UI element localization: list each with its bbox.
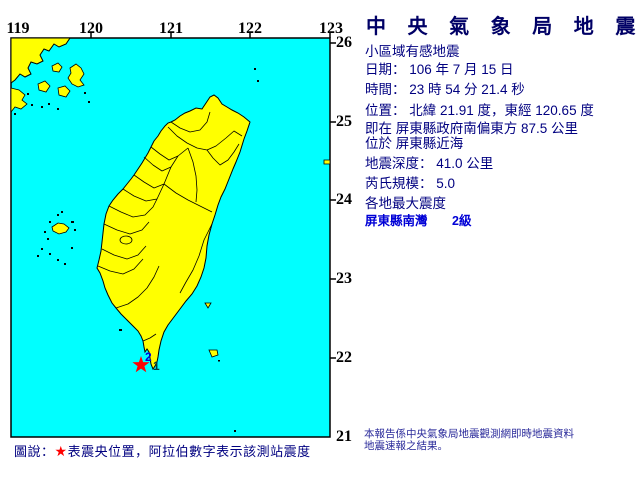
lon-label-122: 122 [238,20,262,37]
footnote-line-2: 地震速報之結果。 [364,439,448,452]
station-intensity-mark-2: 2 [145,350,152,364]
axis-ticks [90,33,336,359]
map-legend: 圖說：★表震央位置，阿拉伯數字表示該測站震度 [14,443,311,460]
max-intensity-header: 各地最大震度 [365,196,446,211]
report-title: 中 央 氣 象 局 地 震 報 告 [366,16,640,38]
station-intensity: 2級 [452,214,472,228]
footnote-line-1: 本報告係中央氣象局地震觀測網即時地震資料 [364,428,574,440]
report-location-area: 位於 屏東縣近海 [365,136,464,151]
lat-label-22: 22 [336,349,352,366]
station-intensity-mark-1: 1 [153,359,160,373]
report-magnitude: 芮氏規模： 5.0 [365,176,456,191]
report-date: 日期： 106 年 7 月 15 日 [365,62,514,77]
report-depth: 地震深度： 41.0 公里 [365,156,494,171]
offshore-islets [119,68,331,432]
penghu-islands [37,211,76,265]
report-location-relative: 即在 屏東縣政府南偏東方 87.5 公里 [365,121,579,136]
china-coast [10,37,90,115]
taiwan-region-map [10,33,336,438]
lon-label-120: 120 [79,20,103,37]
lat-label-21: 21 [336,428,352,445]
lat-label-26: 26 [336,34,352,51]
station-intensity-row: 屏東縣南灣 2級 [358,214,640,228]
legend-prefix: 圖說： [14,444,55,459]
legend-text: 表震央位置，阿拉伯數字表示該測站震度 [67,444,311,459]
station-name: 屏東縣南灣 [365,214,428,228]
taiwan-island [96,94,251,371]
lon-label-121: 121 [159,20,183,37]
lat-label-23: 23 [336,270,352,287]
lon-label-119: 119 [6,20,30,37]
lon-label-123: 123 [319,20,343,37]
lat-label-25: 25 [336,113,352,130]
earthquake-report-panel: 中 央 氣 象 局 地 震 報 告 小區域有感地震 日期： 106 年 7 月 … [358,0,640,480]
report-subtitle: 小區域有感地震 [365,44,460,59]
report-location: 位置： 北緯 21.91 度，東經 120.65 度 [365,103,594,118]
lat-label-24: 24 [336,191,352,208]
report-footnote: 本報告係中央氣象局地震觀測網即時地震資料 地震速報之結果。 [364,428,574,452]
epicenter-star-icon [132,356,150,373]
report-time: 時間： 23 時 54 分 21.4 秒 [365,82,525,97]
county-boundaries [97,111,243,342]
map-panel: 119 120 121 122 123 26 25 24 23 22 21 2 … [6,20,352,460]
legend-star-icon: ★ [54,443,68,459]
